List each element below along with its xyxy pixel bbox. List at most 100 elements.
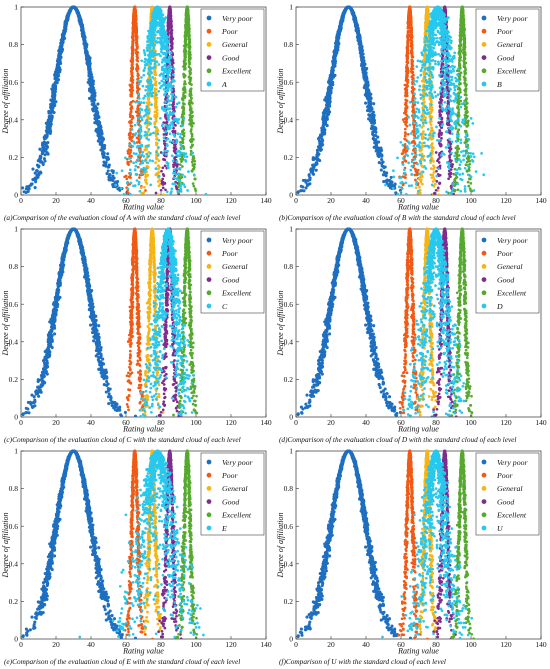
cloud-drop (188, 57, 192, 61)
cloud-drop (170, 28, 174, 32)
cloud-drop (173, 157, 176, 160)
cloud-drop (192, 164, 196, 168)
cloud-drop (157, 145, 160, 149)
cloud-drop (156, 154, 160, 157)
cloud-drop (166, 19, 170, 23)
cloud-drop (163, 109, 167, 113)
cloud-drop (154, 134, 158, 138)
cloud-drop (163, 58, 167, 61)
cloud-drop (144, 130, 147, 134)
cloud-drop (150, 21, 153, 25)
cloud-drop (129, 172, 133, 175)
cloud-drop (84, 51, 88, 55)
cloud-drop (164, 138, 168, 142)
cloud-drop (35, 173, 39, 178)
cloud-drop (146, 173, 150, 177)
cloud-drop (144, 113, 147, 117)
cloud-drop (58, 70, 62, 74)
cloud-drop (186, 189, 189, 192)
cloud-drop (90, 75, 94, 79)
cloud-drop (178, 154, 182, 157)
cloud-drop (156, 112, 159, 115)
cloud-drop (157, 63, 161, 66)
cloud-drop (138, 153, 141, 157)
cloud-drop (174, 105, 178, 109)
cloud-drop (175, 186, 178, 190)
cloud-drop (162, 88, 166, 91)
cloud-drop (136, 101, 140, 104)
cloud-drop (172, 133, 176, 136)
cloud-drop (37, 171, 41, 175)
cloud-drop (149, 41, 153, 45)
cloud-drop (151, 55, 154, 58)
cloud-drop (145, 58, 149, 62)
cloud-drop (182, 102, 185, 105)
cloud-drop (167, 31, 170, 34)
cloud-drop (154, 80, 158, 84)
cloud-drop (188, 54, 192, 58)
cloud-drop (98, 123, 102, 127)
cloud-drop (99, 148, 103, 152)
cloud-drop (131, 62, 134, 66)
cloud-drop (106, 157, 111, 161)
cloud-drop (165, 190, 169, 194)
cloud-drop (126, 187, 130, 191)
cloud-drop (135, 50, 139, 54)
cloud-drop (151, 159, 154, 163)
cloud-drop (135, 179, 139, 182)
cloud-drop (181, 141, 184, 144)
cloud-drop (127, 160, 130, 164)
cloud-drop (129, 160, 133, 163)
cloud-drop (129, 110, 133, 114)
cloud-drop (172, 107, 176, 110)
cloud-drop (187, 170, 190, 173)
cloud-drop (128, 143, 131, 147)
cloud-drop (149, 70, 153, 74)
cloud-drop (170, 190, 173, 193)
cloud-drop (183, 35, 187, 39)
cloud-drop (148, 39, 151, 43)
cloud-drop (154, 83, 157, 86)
cloud-drop (140, 118, 144, 122)
cloud-drop (168, 103, 172, 107)
cloud-drop (173, 145, 177, 148)
cloud-drop (102, 144, 106, 148)
cloud-drop (128, 152, 131, 156)
cloud-drop (131, 41, 135, 44)
cloud-drop (155, 143, 158, 147)
cloud-drop (148, 84, 152, 88)
cloud-drop (136, 72, 140, 75)
cloud-drop (101, 137, 105, 141)
cloud-drop (175, 119, 178, 122)
cloud-drop (83, 36, 87, 40)
cloud-drop (184, 33, 187, 37)
cloud-drop (40, 143, 45, 147)
cloud-drop (145, 170, 148, 174)
cloud-drop (133, 133, 137, 137)
cloud-drop (137, 79, 141, 83)
cloud-drop (131, 23, 135, 27)
cloud-drop (178, 163, 182, 166)
cloud-drop (166, 164, 170, 167)
cloud-drop (89, 86, 93, 90)
cloud-drop (140, 108, 144, 112)
cloud-drop (169, 51, 173, 55)
cloud-drop (175, 153, 179, 157)
cloud-drop (164, 83, 167, 87)
cloud-drop (30, 182, 34, 186)
cloud-drop (182, 117, 186, 120)
cloud-drop (166, 75, 170, 79)
cloud-drop (91, 108, 95, 112)
cloud-drop (154, 116, 158, 120)
cloud-drop (168, 6, 171, 10)
cloud-drop (182, 83, 186, 86)
cloud-drop (145, 144, 148, 148)
cloud-drop (171, 122, 174, 125)
cloud-drop (187, 21, 190, 25)
cloud-drop (106, 169, 110, 173)
cloud-drop (130, 85, 134, 88)
cloud-drop (191, 143, 195, 147)
cloud-drop (128, 136, 131, 139)
cloud-drop (165, 104, 169, 108)
cloud-drop (137, 116, 140, 120)
